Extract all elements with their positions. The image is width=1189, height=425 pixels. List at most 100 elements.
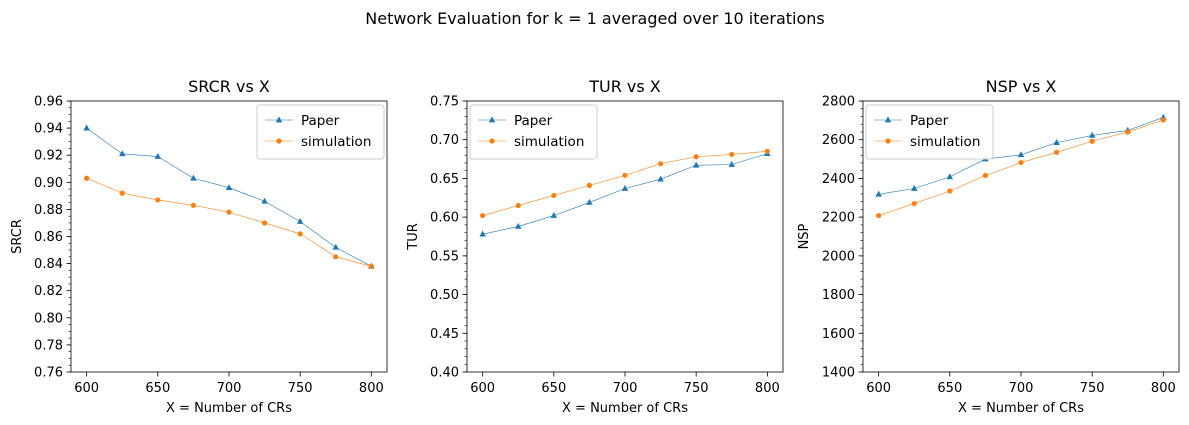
data-point-triangle [946,173,954,180]
data-point-triangle [515,222,522,229]
legend-marker-circle [489,138,495,144]
data-point-circle [982,172,989,179]
y-tick-label: 0.50 [430,288,459,303]
chart-title: NSP vs X [986,77,1057,96]
data-point-circle [155,197,161,203]
y-tick-label: 0.70 [430,133,459,148]
data-point-triangle [728,160,735,167]
x-tick-label: 700 [1009,381,1034,396]
y-tick-label: 1600 [822,327,855,342]
y-tick-label: 2400 [822,172,855,187]
legend-marker-circle [276,138,282,144]
data-point-triangle [296,217,304,224]
data-point-triangle [657,175,664,182]
data-point-circle [764,148,770,154]
y-tick-label: 0.45 [430,327,459,342]
data-point-circle [226,209,232,215]
legend-box [865,104,994,160]
x-tick-label: 750 [1080,381,1105,396]
data-point-triangle [190,174,197,181]
data-point-circle [1053,149,1060,155]
data-point-triangle [225,184,233,191]
legend-label: Paper [514,113,553,129]
legend: Paper simulation [865,104,994,160]
data-point-circle [729,151,735,158]
chart-title: TUR vs X [588,77,661,96]
legend-marker-triangle [488,116,496,123]
x-tick-label: 750 [684,381,709,396]
x-tick-label: 700 [613,381,638,396]
data-point-circle [1160,117,1166,123]
y-tick-label: 0.78 [34,338,63,353]
data-point-circle [1125,129,1131,135]
data-point-circle [297,231,303,237]
data-point-circle [480,212,486,219]
series-line [86,177,372,267]
legend-marker-circle [885,138,891,144]
data-point-triangle [911,184,918,191]
series-line [482,151,768,216]
data-point-circle [190,202,197,208]
y-tick-label: 0.55 [430,249,459,264]
y-tick-label: 0.92 [34,149,63,164]
data-point-circle [622,172,628,178]
data-point-circle [84,175,90,181]
data-point-triangle [1088,131,1096,138]
data-point-triangle [479,230,486,237]
figure-suptitle: Network Evaluation for k = 1 averaged ov… [365,9,824,28]
x-axis-label: X = Number of CRs [958,401,1084,416]
y-tick-label: 1400 [822,366,855,381]
data-point-circle [368,263,374,269]
y-tick-label: 0.88 [34,203,63,218]
legend-label: Paper [301,113,340,129]
y-tick-label: 0.94 [34,122,63,137]
series-line [482,153,768,235]
chart-panel-3: NSP vs X 1400 1600 1800 2000 2200 2400 2600 2800… [797,77,1180,416]
legend-marker-triangle [884,116,892,123]
y-tick-label: 0.65 [430,172,459,187]
y-tick-label: 0.80 [34,311,63,326]
data-point-triangle [1053,139,1060,145]
data-point-circle [1018,159,1024,166]
y-tick-label: 0.76 [34,366,63,381]
x-tick-label: 650 [937,381,962,396]
y-tick-label: 0.60 [430,211,459,226]
y-axis-label: NSP [797,223,812,249]
x-tick-label: 700 [217,381,242,396]
y-tick-label: 1800 [822,288,855,303]
data-point-circle [693,154,699,160]
y-tick-label: 0.96 [34,95,63,110]
data-point-circle [333,254,339,260]
y-tick-label: 2600 [822,133,855,148]
data-point-circle [119,190,125,196]
data-point-circle [911,200,917,207]
x-tick-label: 800 [755,381,780,396]
x-tick-label: 750 [288,381,313,396]
x-axis-label: X = Number of CRs [166,401,292,416]
data-point-triangle [550,211,558,218]
x-tick-label: 650 [541,381,566,396]
x-tick-label: 600 [470,381,495,396]
x-tick-label: 600 [74,381,99,396]
legend-box [469,104,598,160]
legend: Paper simulation [469,104,598,160]
legend-label: simulation [301,134,371,150]
data-point-triangle [261,197,268,204]
data-point-triangle [83,124,90,131]
legend-box [256,104,385,160]
x-tick-label: 800 [359,381,384,396]
data-point-circle [947,188,953,194]
series-simulation [876,117,1166,219]
x-tick-label: 800 [1151,381,1176,396]
data-point-triangle [1017,151,1025,158]
data-point-triangle [332,243,339,250]
y-tick-label: 2800 [822,95,855,110]
y-tick-label: 0.75 [430,95,459,110]
legend-marker-triangle [275,116,283,123]
y-tick-label: 2000 [822,249,855,264]
data-point-triangle [621,184,629,191]
series-paper [479,150,771,237]
y-axis-label: TUR [406,223,421,251]
legend-label: simulation [514,134,584,150]
